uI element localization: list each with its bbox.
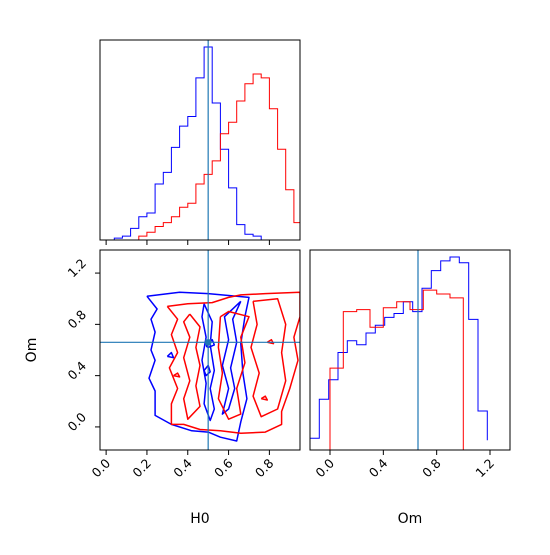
x-axis-label-h0: H0	[190, 511, 209, 527]
contour-line-red	[250, 297, 287, 418]
histogram-om-series	[309, 256, 488, 450]
contour-frame	[99, 249, 301, 451]
histogram-h0-x-ticks	[105, 240, 270, 245]
contour-line-red	[217, 310, 250, 420]
x-axis-label-om: Om	[398, 511, 423, 527]
contour-line-blue	[166, 351, 175, 359]
y-axis-label-om: Om	[24, 338, 40, 363]
histogram-h0-panel	[99, 39, 301, 245]
histogram-step-blue	[309, 256, 488, 450]
truth-lines-2d	[100, 250, 300, 450]
histogram-step-red	[329, 289, 464, 450]
contour-line-red	[260, 395, 269, 401]
histogram-step-blue	[100, 46, 300, 241]
histogram-h0-series	[100, 46, 301, 241]
truth-point-marker	[205, 339, 212, 346]
histogram-h0-frame	[99, 39, 301, 241]
contour-line-red	[182, 313, 201, 420]
histogram-om-frame	[309, 249, 511, 451]
histogram-step-red	[100, 73, 301, 241]
contour-line-red	[166, 291, 300, 435]
contour-line-red	[173, 372, 181, 378]
contour-line-red	[266, 338, 275, 345]
contour-line-blue	[203, 364, 211, 377]
